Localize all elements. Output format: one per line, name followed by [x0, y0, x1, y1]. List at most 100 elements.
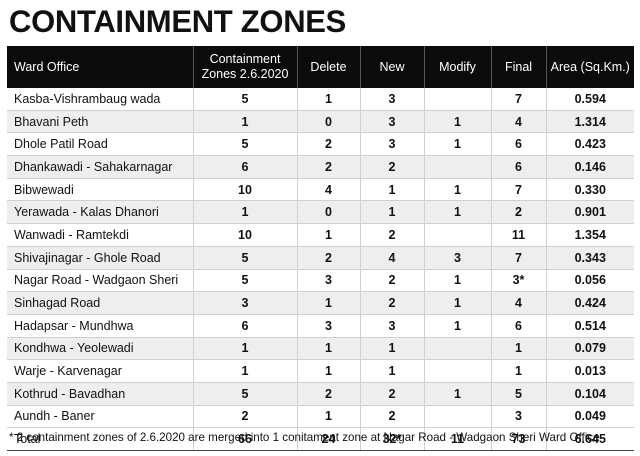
cell-area: 0.343 [545, 246, 634, 270]
cell-modify [423, 359, 491, 383]
cell-area: 0.514 [545, 314, 634, 338]
cell-ward-office: Aundh - Baner [7, 405, 193, 429]
cell-final: 1 [490, 359, 546, 383]
cell-modify: 1 [423, 200, 491, 225]
cell-ward-office: Yerawada - Kalas Dhanori [7, 200, 193, 225]
cell-new: 1 [359, 337, 424, 361]
cell-ward-office: Shivajinagar - Ghole Road [7, 246, 193, 270]
cell-final: 4 [490, 110, 546, 134]
cell-new: 2 [359, 291, 424, 315]
header-new: New [359, 46, 424, 88]
cell-delete: 3 [296, 269, 360, 293]
cell-new: 3 [359, 110, 424, 134]
cell-ward-office: Nagar Road - Wadgaon Sheri [7, 269, 193, 293]
cell-new: 1 [359, 178, 424, 202]
cell-containment-zones: 5 [192, 132, 297, 157]
cell-area: 1.314 [545, 110, 634, 134]
table-row: Kasba-Vishrambaug wada 5 1 3 7 0.594 [7, 88, 634, 111]
table-row: Dhole Patil Road 5 2 3 1 6 0.423 [7, 132, 634, 157]
cell-modify: 1 [423, 314, 491, 338]
cell-containment-zones: 3 [192, 291, 297, 315]
header-row: Ward Office Containment Zones 2.6.2020 D… [7, 46, 634, 88]
cell-delete: 1 [296, 88, 360, 111]
header-cz-line1: Containment [209, 52, 281, 66]
cell-area: 0.079 [545, 337, 634, 361]
cell-delete: 2 [296, 155, 360, 179]
cell-area: 0.049 [545, 405, 634, 429]
cell-final: 6 [490, 132, 546, 157]
cell-final: 4 [490, 291, 546, 315]
cell-containment-zones: 10 [192, 178, 297, 202]
cell-area: 0.056 [545, 269, 634, 293]
cell-final: 5 [490, 382, 546, 406]
cell-modify [423, 88, 491, 111]
cell-area: 1.354 [545, 223, 634, 247]
cell-area: 0.104 [545, 382, 634, 406]
cell-containment-zones: 1 [192, 359, 297, 383]
cell-ward-office: Bhavani Peth [7, 110, 193, 134]
cell-modify [423, 155, 491, 179]
header-ward-office: Ward Office [7, 46, 193, 88]
cell-final: 7 [490, 88, 546, 111]
table-header: Ward Office Containment Zones 2.6.2020 D… [7, 46, 634, 88]
header-cz-line2: Zones 2.6.2020 [201, 67, 289, 81]
cell-ward-office: Kasba-Vishrambaug wada [7, 88, 193, 111]
table-row: Hadapsar - Mundhwa 6 3 3 1 6 0.514 [7, 314, 634, 338]
cell-containment-zones: 2 [192, 405, 297, 429]
total-cell-ward-office: Total [7, 427, 193, 451]
cell-delete: 0 [296, 110, 360, 134]
table-row: Warje - Karvenagar 1 1 1 1 0.013 [7, 359, 634, 383]
cell-area: 0.013 [545, 359, 634, 383]
cell-area: 0.594 [545, 88, 634, 111]
cell-new: 4 [359, 246, 424, 270]
cell-ward-office: Dhole Patil Road [7, 132, 193, 157]
header-modify: Modify [423, 46, 491, 88]
cell-containment-zones: 5 [192, 88, 297, 111]
cell-final: 6 [490, 314, 546, 338]
cell-modify: 1 [423, 132, 491, 157]
cell-area: 0.423 [545, 132, 634, 157]
cell-modify: 3 [423, 246, 491, 270]
cell-delete: 2 [296, 132, 360, 157]
total-cell-final: 73 [490, 427, 546, 451]
cell-final: 11 [490, 223, 546, 247]
cell-modify: 1 [423, 382, 491, 406]
cell-new: 2 [359, 269, 424, 293]
cell-new: 3 [359, 88, 424, 111]
cell-modify: 1 [423, 178, 491, 202]
cell-modify: 1 [423, 291, 491, 315]
cell-modify [423, 337, 491, 361]
cell-delete: 3 [296, 314, 360, 338]
table-row: Yerawada - Kalas Dhanori 1 0 1 1 2 0.901 [7, 200, 634, 225]
cell-containment-zones: 5 [192, 246, 297, 270]
table-body: Kasba-Vishrambaug wada 5 1 3 7 0.594 Bhavani P… [7, 88, 634, 451]
cell-ward-office: Kondhwa - Yeolewadi [7, 337, 193, 361]
cell-delete: 2 [296, 382, 360, 406]
cell-containment-zones: 5 [192, 269, 297, 293]
header-final: Final [490, 46, 546, 88]
cell-delete: 1 [296, 405, 360, 429]
cell-modify: 1 [423, 110, 491, 134]
cell-containment-zones: 1 [192, 110, 297, 134]
cell-ward-office: Bibwewadi [7, 178, 193, 202]
cell-area: 0.330 [545, 178, 634, 202]
table-row: Bibwewadi 10 4 1 1 7 0.330 [7, 178, 634, 202]
cell-final: 1 [490, 337, 546, 361]
cell-new: 2 [359, 223, 424, 247]
header-area: Area (Sq.Km.) [545, 46, 634, 88]
containment-zones-table: Ward Office Containment Zones 2.6.2020 D… [7, 46, 634, 451]
cell-area: 0.424 [545, 291, 634, 315]
cell-new: 3 [359, 314, 424, 338]
cell-delete: 0 [296, 200, 360, 225]
footnote: * 2 containment zones of 2.6.2020 are me… [9, 431, 600, 444]
cell-final: 3 [490, 405, 546, 429]
cell-new: 1 [359, 359, 424, 383]
cell-ward-office: Dhankawadi - Sahakarnagar [7, 155, 193, 179]
cell-delete: 1 [296, 223, 360, 247]
header-containment-zones: Containment Zones 2.6.2020 [192, 46, 297, 88]
table-row: Aundh - Baner 2 1 2 3 0.049 [7, 405, 634, 429]
table-row: Dhankawadi - Sahakarnagar 6 2 2 6 0.146 [7, 155, 634, 179]
total-cell-containment-zones: 66 [192, 427, 297, 451]
total-cell-area: 6.645 [545, 427, 634, 451]
header-delete: Delete [296, 46, 360, 88]
